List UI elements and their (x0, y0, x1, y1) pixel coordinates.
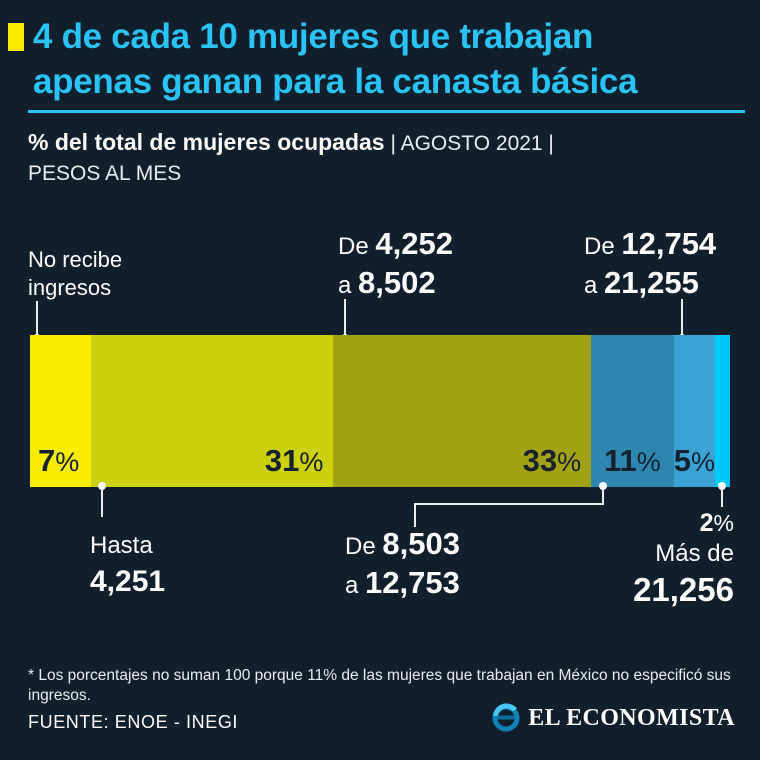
segment-value-label: 31% (264, 443, 324, 478)
segment-value-label: 33% (522, 443, 582, 478)
connector-line-range1 (101, 488, 103, 517)
bar-segment-6 (714, 335, 730, 487)
label-no-income-line2: ingresos (28, 275, 112, 300)
logo-text: EL ECONOMISTA (528, 704, 735, 731)
title-line-2: apenas ganan para la canasta básica (33, 62, 638, 101)
connector-dot-range5 (718, 482, 726, 490)
connector-dot-range1 (98, 482, 106, 490)
connector-dot-range3 (599, 482, 607, 490)
accent-square (8, 23, 24, 51)
connector-line-range3-v2 (414, 503, 416, 527)
label-2pct: 2% (699, 509, 734, 537)
subtitle-line-2: PESOS AL MES (28, 162, 182, 185)
label-range-hasta-4251: Hasta 4,251 (90, 530, 165, 602)
publisher-logo: EL ECONOMISTA (491, 703, 735, 733)
bar-segment-1: 7% (30, 335, 91, 487)
subtitle-bold: % del total de mujeres ocupadas (28, 129, 385, 155)
page-title: 4 de cada 10 mujeres que trabajan apenas… (33, 14, 748, 104)
segment-value-label: 11% (604, 443, 661, 478)
label-range-12754-21255: De 12,754 a 21,255 (584, 226, 717, 300)
chart-subtitle: % del total de mujeres ocupadas | AGOSTO… (28, 127, 748, 189)
connector-line-range3-v1 (602, 488, 604, 505)
el-economista-icon (491, 703, 521, 733)
label-no-income: No recibe ingresos (28, 246, 122, 302)
stacked-bar: 7% 31% 33% 11% 5% (30, 335, 730, 487)
subtitle-line-1: % del total de mujeres ocupadas | AGOSTO… (28, 127, 748, 159)
label-range-4252-8502: De 4,252 a 8,502 (338, 226, 453, 300)
connector-line-range3-h (414, 503, 604, 505)
title-divider (28, 110, 745, 113)
label-mas-de-num: 21,256 (633, 571, 734, 608)
connector-line-range2 (344, 299, 346, 336)
connector-line-no-income (36, 301, 38, 336)
label-range-mas-de-21256: 2% Más de 21,256 (633, 508, 734, 611)
bar-segment-5: 5% (673, 335, 715, 487)
bar-segment-2: 31% (90, 335, 334, 487)
bar-segment-4: 11% (591, 335, 674, 487)
footnote: * Los porcentajes no suman 100 porque 11… (28, 667, 731, 704)
label-no-income-line1: No recibe (28, 247, 123, 272)
label-hasta-word: Hasta (90, 532, 153, 559)
subtitle-period: | AGOSTO 2021 | (390, 132, 554, 155)
label-hasta-num: 4,251 (90, 565, 166, 598)
label-range-8503-12753: De 8,503 a 12,753 (345, 526, 460, 600)
connector-line-range4 (681, 299, 683, 336)
segment-value-label: 5% (673, 443, 715, 478)
title-line-1: 4 de cada 10 mujeres que trabajan (33, 17, 594, 56)
segment-value-label: 7% (38, 443, 80, 478)
label-mas-de-word: Más de (655, 540, 734, 567)
connector-line-range5 (721, 488, 723, 507)
source-text: FUENTE: ENOE - INEGI (28, 712, 239, 732)
bar-segment-3: 33% (333, 335, 592, 487)
